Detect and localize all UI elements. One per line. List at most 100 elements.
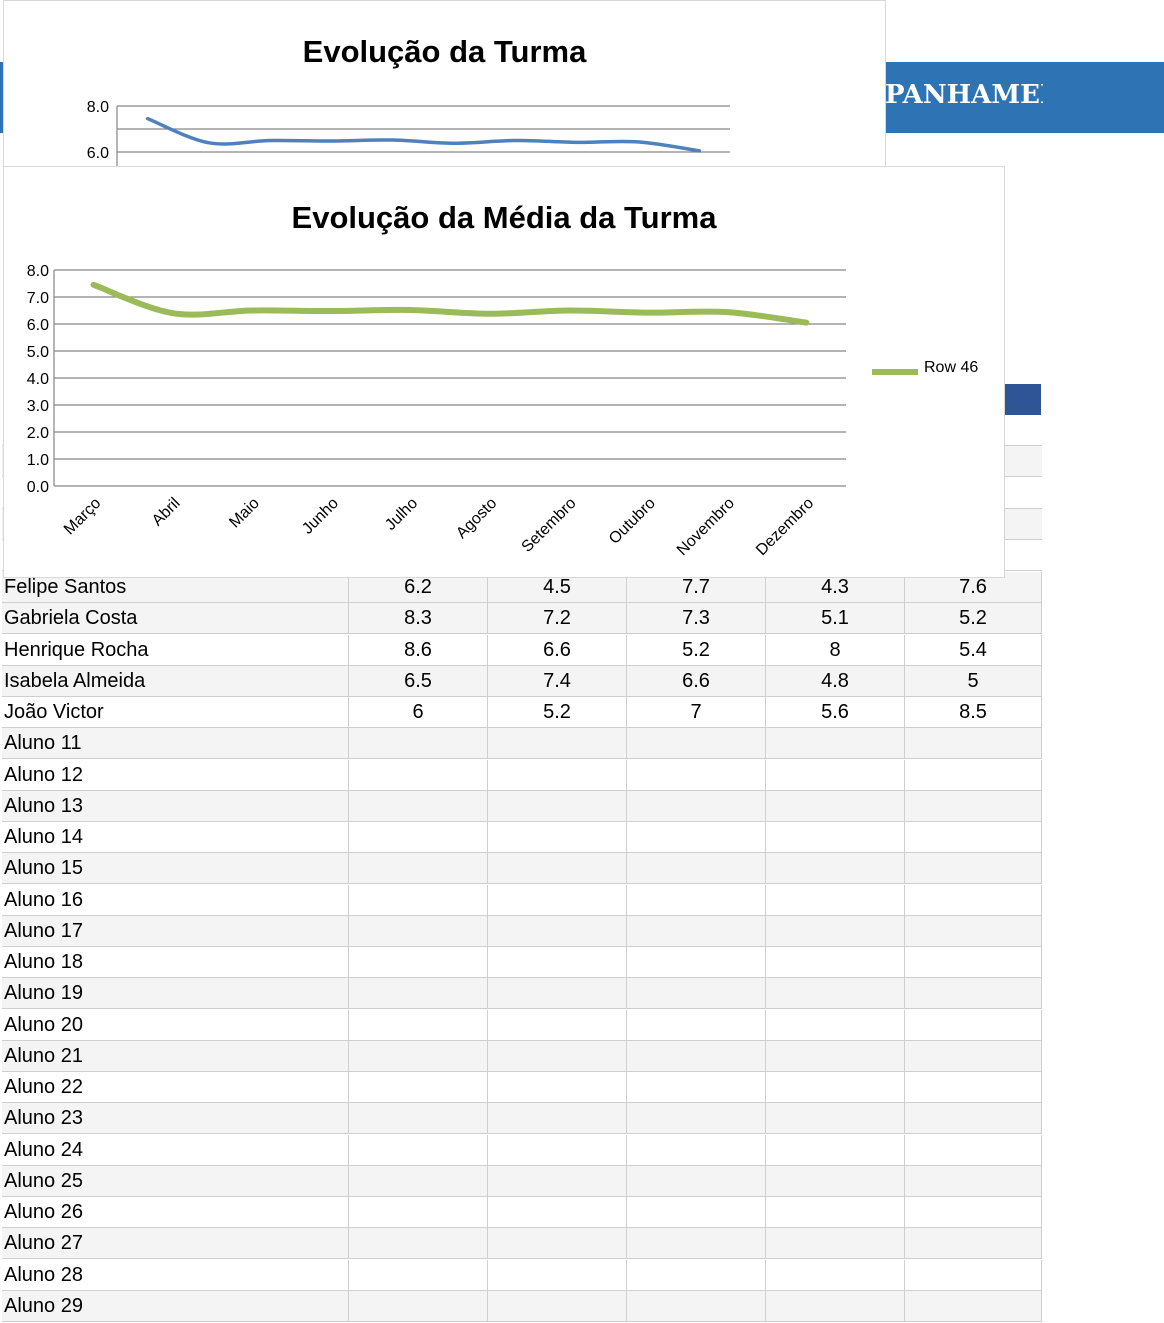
student-name-cell[interactable]: João Victor [2,697,349,728]
grade-cell[interactable] [488,1197,627,1228]
student-name-cell[interactable]: Aluno 21 [2,1040,349,1072]
grade-cell[interactable] [905,790,1042,822]
grade-cell[interactable] [905,1259,1042,1291]
grade-cell[interactable] [766,1009,905,1041]
grade-cell[interactable] [627,1290,766,1322]
grade-cell[interactable] [627,1072,766,1103]
grade-cell[interactable] [349,822,488,853]
grade-cell[interactable] [905,915,1042,947]
student-name-cell[interactable]: Aluno 25 [2,1165,349,1197]
grade-cell[interactable] [766,790,905,822]
grade-cell[interactable] [349,728,488,760]
grade-cell[interactable] [766,1072,905,1103]
grade-cell[interactable]: 6 [349,697,488,728]
student-name-cell[interactable]: Gabriela Costa [2,603,349,635]
grade-cell[interactable]: 7.4 [488,665,627,697]
grade-cell[interactable] [488,853,627,885]
grade-cell[interactable] [349,1197,488,1228]
grade-cell[interactable] [627,978,766,1010]
grade-cell[interactable]: 5.2 [627,634,766,666]
grade-cell[interactable] [766,1197,905,1228]
student-name-cell[interactable]: Aluno 23 [2,1103,349,1135]
grade-cell[interactable] [349,1259,488,1291]
grade-cell[interactable]: 5 [905,665,1042,697]
grade-cell[interactable] [766,884,905,916]
grade-cell[interactable] [627,728,766,760]
grade-cell[interactable]: 7 [627,697,766,728]
student-name-cell[interactable]: Aluno 24 [2,1134,349,1166]
grade-cell[interactable] [349,1134,488,1166]
grade-cell[interactable] [349,1228,488,1260]
grade-cell[interactable] [766,978,905,1010]
grade-cell[interactable]: 7.2 [488,603,627,635]
grade-cell[interactable] [488,947,627,978]
grade-cell[interactable]: 6.6 [627,665,766,697]
grade-cell[interactable] [905,822,1042,853]
grade-cell[interactable] [488,822,627,853]
grade-cell[interactable] [905,1009,1042,1041]
grade-cell[interactable] [349,1165,488,1197]
grade-cell[interactable] [349,1072,488,1103]
student-name-cell[interactable]: Aluno 15 [2,853,349,885]
grade-cell[interactable] [766,822,905,853]
grade-cell[interactable] [627,1009,766,1041]
student-name-cell[interactable]: Aluno 27 [2,1228,349,1260]
chart-evolucao-media[interactable]: Evolução da Média da Turma 0.0 1.0 2.0 3.0 4… [3,166,1005,578]
grade-cell[interactable]: 8 [766,634,905,666]
grade-cell[interactable]: 6.6 [488,634,627,666]
grade-cell[interactable] [488,884,627,916]
grade-cell[interactable] [627,1040,766,1072]
grade-cell[interactable] [488,1165,627,1197]
grade-cell[interactable] [766,1290,905,1322]
grade-cell[interactable] [766,1103,905,1135]
student-name-cell[interactable]: Aluno 22 [2,1072,349,1103]
student-name-cell[interactable]: Aluno 11 [2,728,349,760]
student-name-cell[interactable]: Aluno 12 [2,759,349,791]
grade-cell[interactable] [488,1072,627,1103]
grade-cell[interactable] [349,853,488,885]
grade-cell[interactable] [766,853,905,885]
student-name-cell[interactable]: Aluno 28 [2,1259,349,1291]
grade-cell[interactable] [905,1290,1042,1322]
grade-cell[interactable] [488,728,627,760]
grade-cell[interactable]: 5.1 [766,603,905,635]
grade-cell[interactable] [349,759,488,791]
grade-cell[interactable] [905,1040,1042,1072]
grade-cell[interactable] [905,947,1042,978]
grade-cell[interactable] [349,915,488,947]
grade-cell[interactable] [905,884,1042,916]
grade-cell[interactable] [627,759,766,791]
grade-cell[interactable]: 8.5 [905,697,1042,728]
grade-cell[interactable] [766,1259,905,1291]
grade-cell[interactable] [905,759,1042,791]
grade-cell[interactable] [766,1040,905,1072]
grade-cell[interactable] [905,978,1042,1010]
student-name-cell[interactable]: Aluno 14 [2,822,349,853]
grade-cell[interactable] [766,947,905,978]
grade-cell[interactable]: 5.4 [905,634,1042,666]
grade-cell[interactable] [905,1134,1042,1166]
grade-cell[interactable] [627,947,766,978]
grade-cell[interactable] [488,1134,627,1166]
grade-cell[interactable] [488,1009,627,1041]
grade-cell[interactable] [627,790,766,822]
grade-cell[interactable] [905,1103,1042,1135]
student-name-cell[interactable]: Aluno 19 [2,978,349,1010]
grade-cell[interactable] [627,884,766,916]
student-name-cell[interactable]: Felipe Santos [2,572,349,603]
student-name-cell[interactable]: Aluno 29 [2,1290,349,1322]
grade-cell[interactable] [766,1228,905,1260]
grade-cell[interactable] [349,978,488,1010]
grade-cell[interactable] [349,790,488,822]
grade-cell[interactable] [627,1165,766,1197]
grade-cell[interactable]: 6.2 [349,572,488,603]
student-name-cell[interactable]: Aluno 18 [2,947,349,978]
grade-cell[interactable] [349,884,488,916]
grade-cell[interactable] [488,1040,627,1072]
grade-cell[interactable] [905,1228,1042,1260]
grade-cell[interactable] [766,1165,905,1197]
grade-cell[interactable] [627,915,766,947]
grade-cell[interactable] [905,1165,1042,1197]
grade-cell[interactable] [349,1290,488,1322]
grade-cell[interactable] [905,1197,1042,1228]
